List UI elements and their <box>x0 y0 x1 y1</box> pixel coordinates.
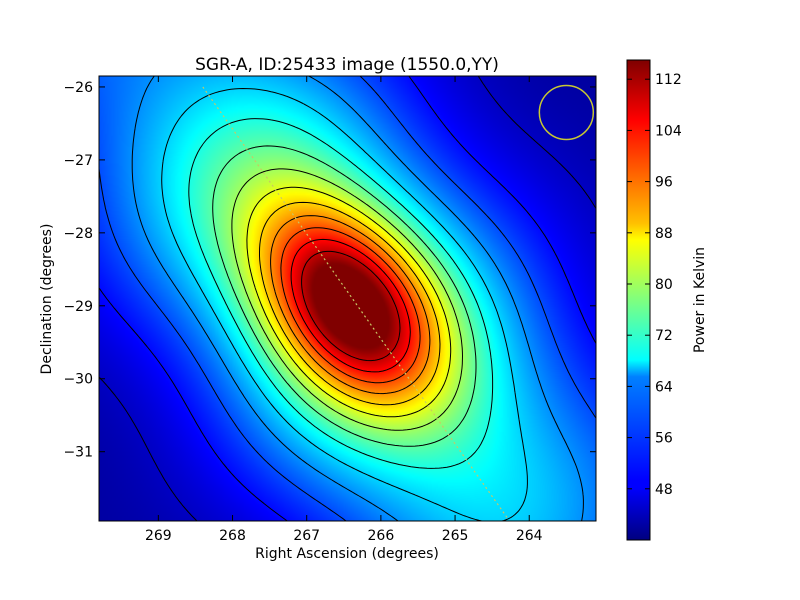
colorbar-ticks: 48 56 64 72 80 88 96 104 112 <box>627 72 682 498</box>
colorbar-tick-label: 56 <box>655 431 673 447</box>
plot-area <box>98 75 597 522</box>
contour-level-5 <box>188 118 494 469</box>
colorbar-label: Power in Kelvin <box>692 247 708 353</box>
contour-lines <box>99 76 596 521</box>
y-tick-label: −29 <box>63 299 93 315</box>
x-tick-label: 268 <box>219 528 246 544</box>
contour-level-13 <box>301 250 401 362</box>
contour-level-9 <box>259 201 441 406</box>
colorbar: 48 56 64 72 80 88 96 104 112 Power in Kelvin <box>626 59 708 541</box>
colorbar-tick-label: 48 <box>655 482 673 498</box>
beam-size-circle <box>538 84 595 141</box>
colorbar-tick-label: 72 <box>655 328 673 344</box>
x-axis-label: Right Ascension (degrees) <box>255 546 439 562</box>
contour-level-10 <box>270 215 431 395</box>
contour-level-3 <box>131 76 584 521</box>
colorbar-tick-label: 112 <box>655 72 682 88</box>
colorbar-tick-label: 88 <box>655 226 673 242</box>
contour-level-6 <box>212 145 477 447</box>
y-tick-label: −30 <box>63 372 93 388</box>
contour-level-8 <box>246 186 452 418</box>
y-tick-label: −27 <box>63 153 93 169</box>
x-tick-label: 267 <box>293 528 320 544</box>
contour-level-1 <box>99 76 596 521</box>
contour-level-2 <box>99 76 596 521</box>
colorbar-tick-label: 96 <box>655 175 673 191</box>
y-tick-label: −31 <box>63 445 93 461</box>
x-tick-label: 266 <box>368 528 395 544</box>
heatmap-image <box>99 76 596 521</box>
chart-title: SGR-A, ID:25433 image (1550.0,YY) <box>195 55 499 75</box>
colorbar-tick-label: 104 <box>655 123 682 139</box>
plot-frame <box>98 75 597 522</box>
contour-level-0 <box>99 76 596 521</box>
x-tick-label: 265 <box>442 528 469 544</box>
colorbar-gradient <box>626 59 651 541</box>
y-axis-label: Declination (degrees) <box>39 224 55 375</box>
x-tick-label: 269 <box>145 528 172 544</box>
contour-level-7 <box>231 168 463 431</box>
y-axis: −26 −27 −28 −29 −30 −31 <box>63 80 596 461</box>
contour-level-4 <box>161 88 528 521</box>
colorbar-tick-label: 80 <box>655 277 673 293</box>
y-tick-label: −26 <box>63 80 93 96</box>
colorbar-tick-label: 64 <box>655 379 673 395</box>
x-axis: 269 268 267 266 265 264 <box>145 76 543 544</box>
contour-level-12 <box>290 238 411 373</box>
x-tick-label: 264 <box>516 528 543 544</box>
y-tick-label: −28 <box>63 226 93 242</box>
